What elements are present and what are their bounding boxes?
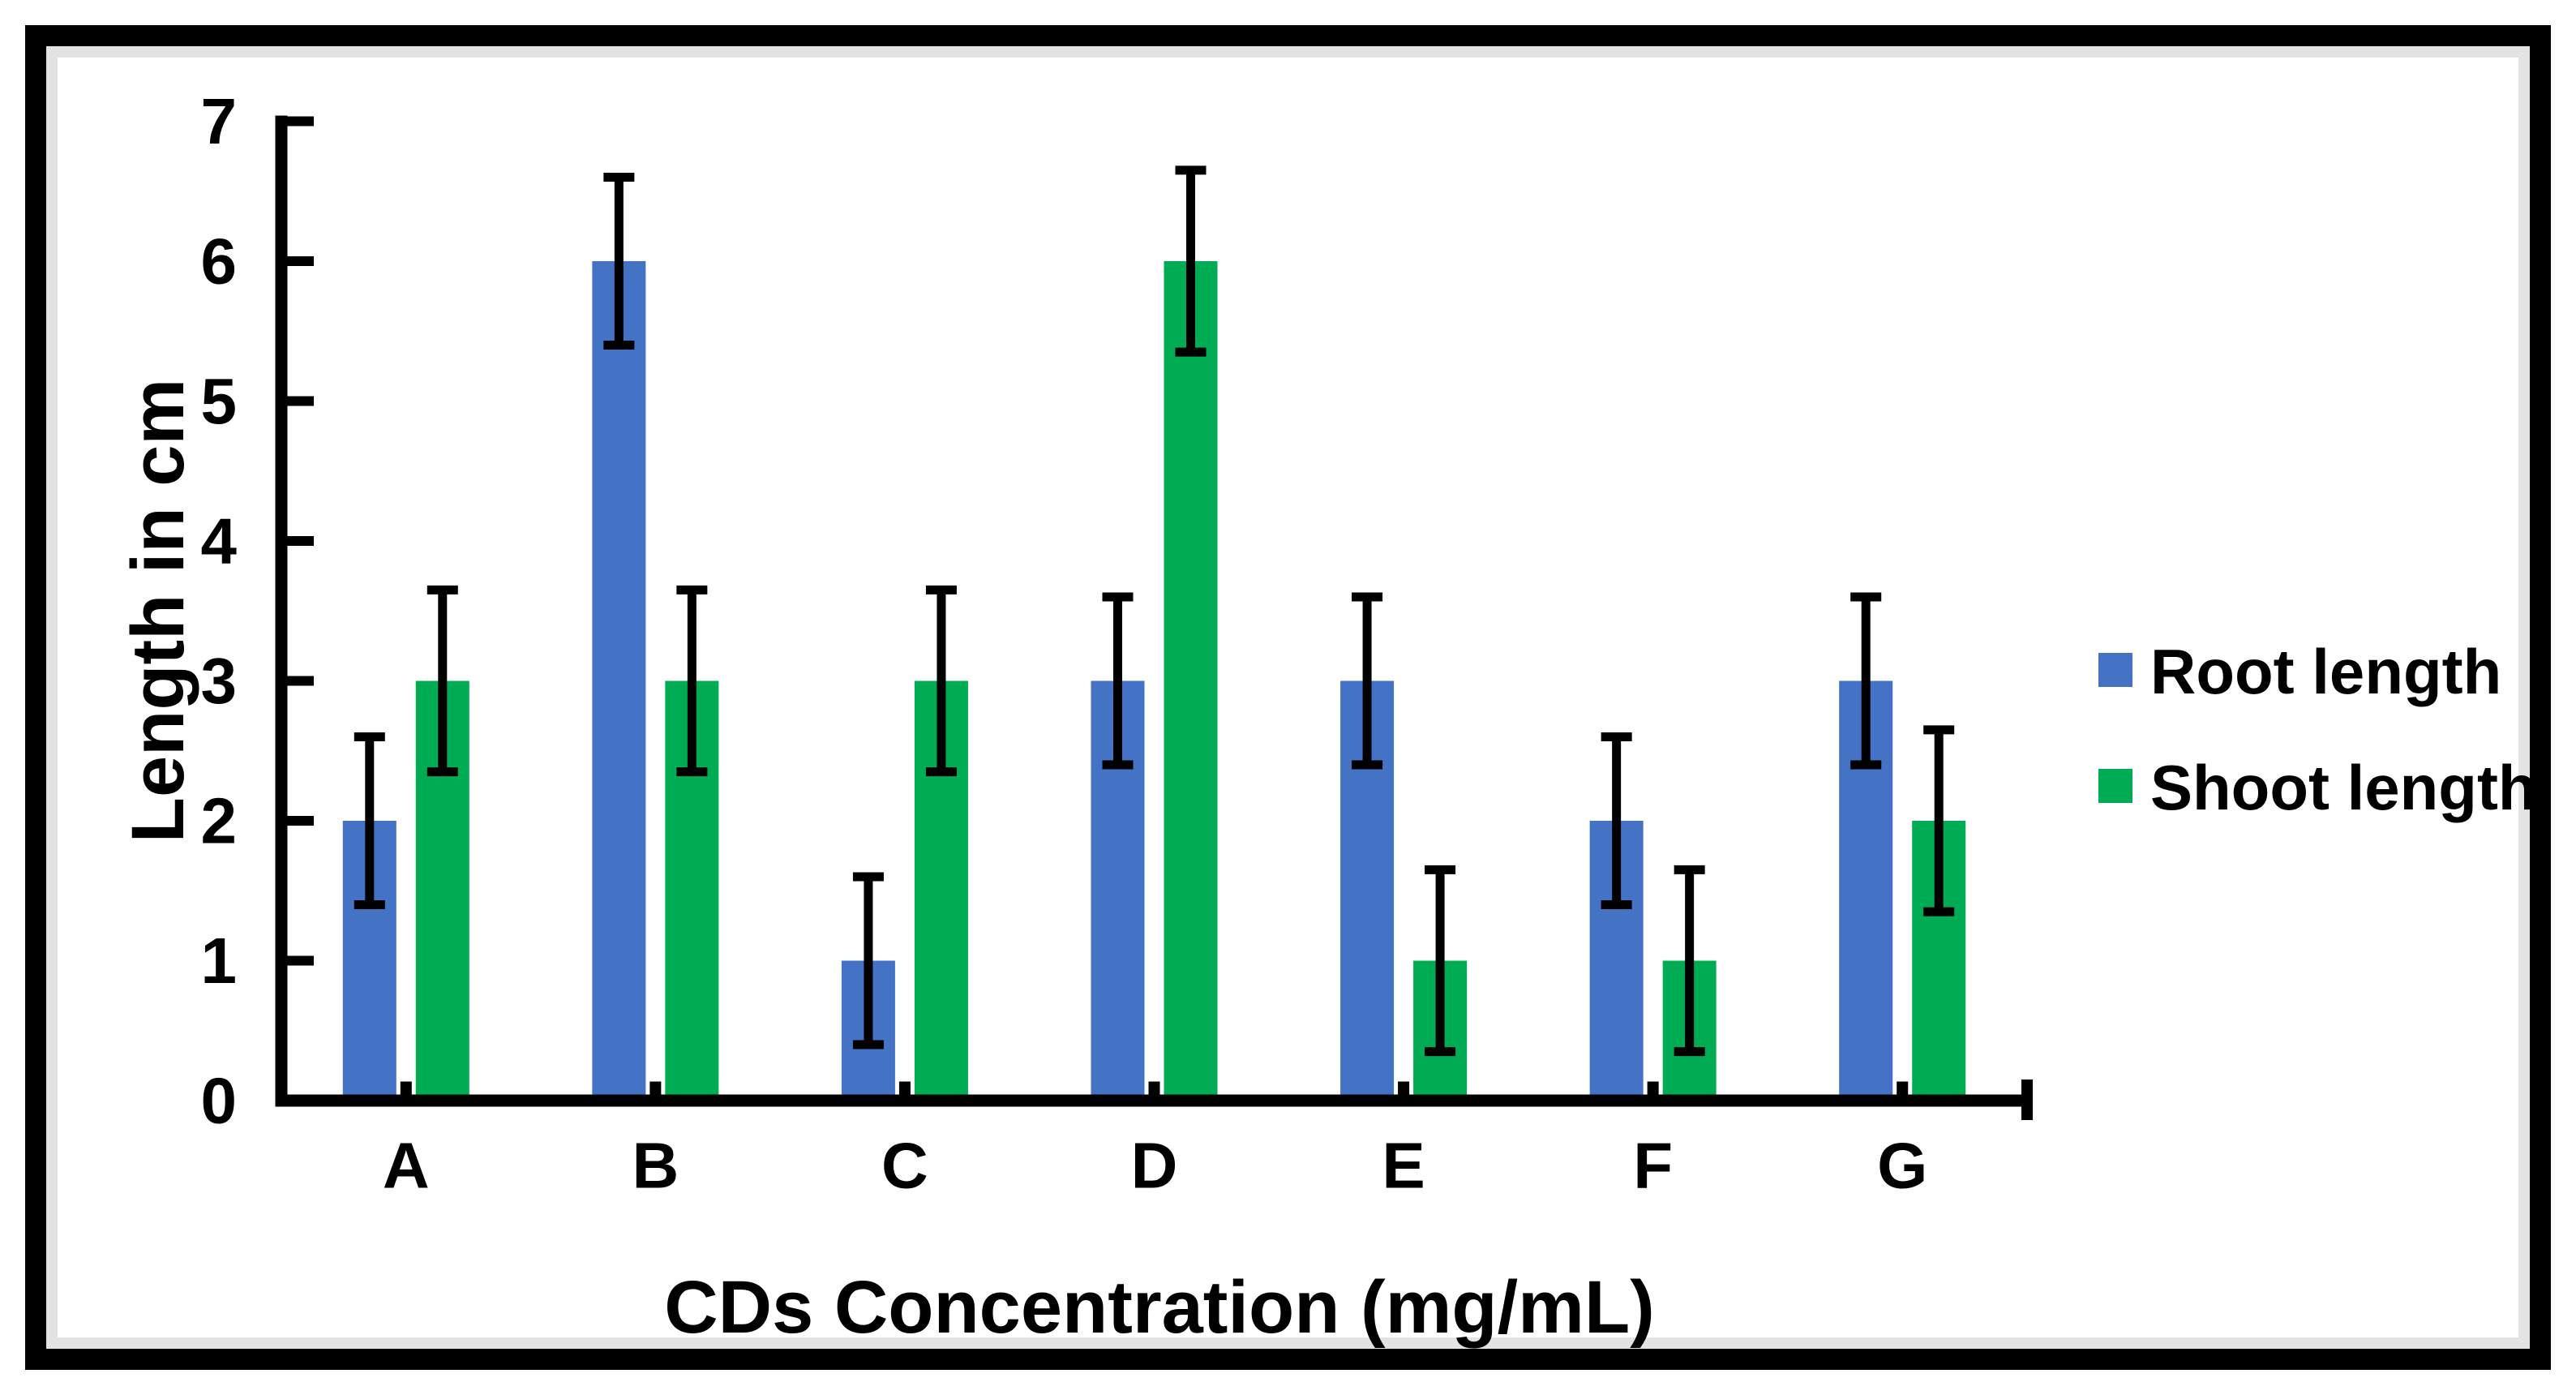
legend: Root length Shoot length <box>2098 636 2537 823</box>
x-tick <box>1148 1081 1160 1095</box>
x-tick <box>1398 1081 1410 1095</box>
x-tick <box>898 1081 911 1095</box>
error-bar-shoot-length-D <box>1175 165 1207 357</box>
error-bar-shoot-length-C <box>925 585 957 777</box>
figure-border-trim <box>46 46 2530 1349</box>
y-tick-label: 0 <box>201 1065 238 1137</box>
x-axis-title: CDs Concentration (mg/mL) <box>664 1266 1655 1349</box>
plot-area <box>342 165 1966 1101</box>
error-bar-shoot-length-G <box>1923 725 1955 916</box>
error-bar-shoot-length-B <box>676 585 708 777</box>
error-bar-root-length-C <box>852 872 884 1049</box>
x-category-label: A <box>383 1130 430 1202</box>
bar-shoot-length-D <box>1164 261 1218 1101</box>
y-tick-label: 5 <box>201 365 238 437</box>
bar-root-length-B <box>592 261 646 1101</box>
x-axis-end-tick <box>2021 1080 2033 1120</box>
y-axis-title: Length in cm <box>117 379 199 843</box>
y-tick-label: 1 <box>201 925 238 997</box>
error-bar-shoot-length-E <box>1425 865 1456 1057</box>
y-tick-label: 7 <box>201 85 238 157</box>
y-tick-label: 2 <box>201 785 238 857</box>
x-tick <box>1647 1081 1659 1095</box>
error-bar-root-length-A <box>354 732 385 909</box>
x-category-label: D <box>1131 1130 1178 1202</box>
figure-border <box>25 25 2551 1370</box>
legend-label-root-length: Root length <box>2150 636 2501 707</box>
x-tick <box>1897 1081 1909 1095</box>
x-category-label: G <box>1877 1130 1927 1202</box>
error-bar-root-length-B <box>603 173 635 350</box>
x-tick <box>649 1081 662 1095</box>
error-bar-shoot-length-A <box>426 585 458 777</box>
legend-item-shoot-length: Shoot length <box>2098 752 2537 823</box>
error-bar-root-length-F <box>1601 732 1632 909</box>
legend-item-root-length: Root length <box>2098 636 2501 707</box>
x-category-label: B <box>632 1130 679 1202</box>
error-bar-shoot-length-F <box>1674 865 1705 1057</box>
error-bar-root-length-G <box>1850 592 1882 770</box>
x-tick <box>400 1081 412 1095</box>
axes: 0 1 2 3 4 5 6 7 A B C D E F G <box>201 85 2033 1202</box>
legend-label-shoot-length: Shoot length <box>2150 752 2537 823</box>
x-category-label: C <box>881 1130 928 1202</box>
legend-swatch-shoot-length <box>2098 769 2132 803</box>
error-bar-root-length-D <box>1102 592 1134 770</box>
y-tick-label: 3 <box>201 645 238 717</box>
y-tick-label: 4 <box>201 505 238 577</box>
error-bar-root-length-E <box>1352 592 1383 770</box>
x-category-label: E <box>1382 1130 1425 1202</box>
legend-swatch-root-length <box>2098 653 2132 687</box>
y-tick-label: 6 <box>201 225 238 298</box>
x-category-label: F <box>1633 1130 1673 1202</box>
